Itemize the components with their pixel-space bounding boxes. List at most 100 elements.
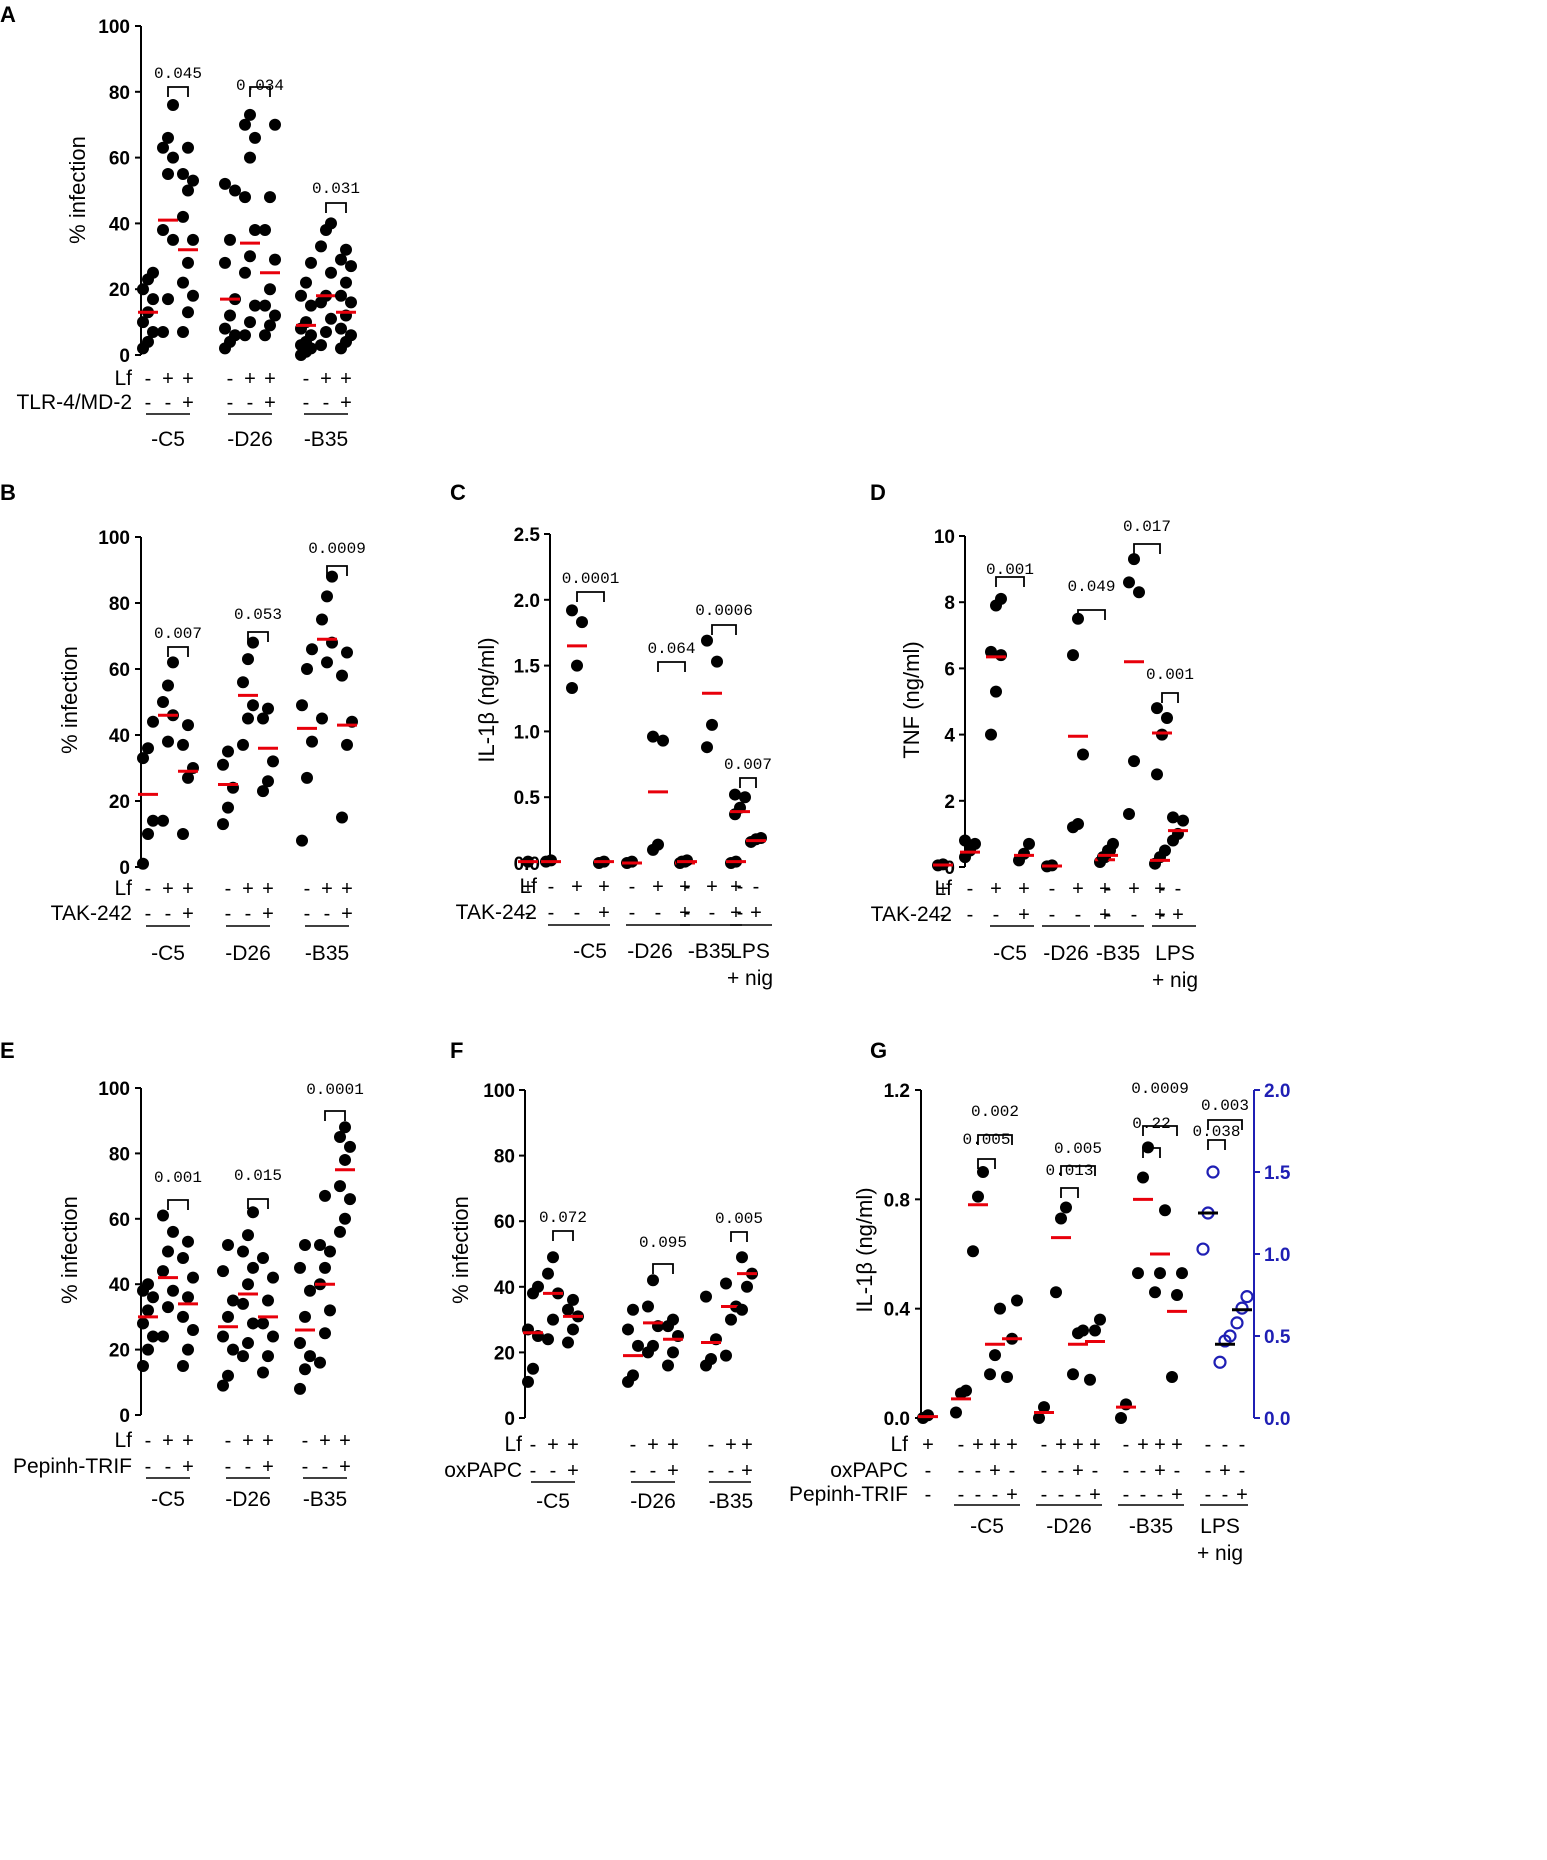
panel-d-lead-sign-1: - bbox=[940, 904, 947, 926]
panel-c-g2-sign-1-0: - bbox=[684, 902, 691, 924]
panel-b-g1-c1-point-1 bbox=[242, 712, 254, 725]
panel-f-g1-c0-point-1 bbox=[627, 1369, 639, 1382]
panel-g-g2-sign-1-3: - bbox=[1174, 1460, 1181, 1482]
panel-b-g1-c0-point-4 bbox=[222, 745, 234, 758]
panel-g-extra-sign-1-1: + bbox=[1219, 1460, 1231, 1482]
panel-e-g0-sign-1-1: - bbox=[165, 1456, 172, 1478]
panel-a-bracket-0 bbox=[167, 86, 189, 97]
panel-b-y-tick-label-3: 60 bbox=[109, 660, 130, 681]
panel-g-g0-c2-point-0 bbox=[984, 1368, 996, 1381]
panel-e-g2-c1-point-5 bbox=[324, 1245, 336, 1258]
panel-a-g1-c0-point-4 bbox=[224, 309, 236, 322]
panel-g-g0-sign-0-1: + bbox=[972, 1434, 984, 1456]
panel-f-g0-label: -C5 bbox=[536, 1490, 570, 1513]
panel-a-y-tick-label-1: 20 bbox=[109, 280, 130, 301]
panel-b-g0-c1-point-4 bbox=[162, 679, 174, 692]
panel-d-bracket-1 bbox=[1077, 609, 1106, 620]
panel-a-g2-c1-point-0 bbox=[315, 339, 327, 352]
panel-a-g1-c1-point-3 bbox=[239, 266, 251, 279]
panel-e-g1-c1-point-0 bbox=[237, 1350, 249, 1363]
panel-e-y-tick-label-4: 80 bbox=[109, 1144, 130, 1165]
panel-c-extra-label2: + nig bbox=[727, 967, 773, 990]
panel-g-g1-label: -D26 bbox=[1046, 1515, 1092, 1538]
panel-g-extra-sign-1-0: - bbox=[1205, 1460, 1212, 1482]
panel-g-letter: G bbox=[870, 1038, 887, 1063]
panel-d-g0-c1-point-5 bbox=[995, 592, 1007, 605]
panel-d-row-label-0: Lf bbox=[934, 877, 952, 900]
panel-a-g0-c0-point-2 bbox=[147, 325, 159, 338]
panel-f-bracket-2 bbox=[730, 1231, 748, 1242]
panel-d-g1-c1-point-1 bbox=[1072, 817, 1084, 830]
panel-e-g1-label: -D26 bbox=[225, 1488, 271, 1511]
panel-f-g2-sign-0-1: + bbox=[725, 1434, 737, 1456]
panel-c-y-tick-label-3: 1.5 bbox=[514, 657, 541, 678]
panel-d-g2-c1-point-3 bbox=[1123, 576, 1135, 589]
panel-b-y-tick-label-5: 100 bbox=[98, 528, 130, 549]
panel-b-g0-c2-point-0 bbox=[177, 828, 189, 840]
panel-e-letter: E bbox=[0, 1038, 15, 1063]
panel-b-g2-c0-point-3 bbox=[296, 699, 308, 712]
panel-a-g2-c0-point-10 bbox=[300, 276, 312, 289]
panel-d-pvalue-0: 0.001 bbox=[986, 561, 1034, 579]
panel-g-bracket-3-1 bbox=[1207, 1119, 1243, 1130]
panel-a-g0-c2-point-10 bbox=[182, 141, 194, 154]
panel-a-g0-c2-point-4 bbox=[182, 256, 194, 269]
panel-f-g0-sign-1-0: - bbox=[530, 1460, 537, 1482]
panel-a-g0-sign-1-0: - bbox=[145, 392, 152, 414]
panel-g-g2-sign-0-3: + bbox=[1171, 1434, 1183, 1456]
panel-e-bracket-1 bbox=[247, 1198, 269, 1209]
panel-e-y-tick-label-2: 40 bbox=[109, 1275, 130, 1296]
panel-d-g0-c1-point-1 bbox=[990, 685, 1002, 698]
panel-g-g0-c0-point-0 bbox=[950, 1406, 962, 1419]
panel-e-g0-label: -C5 bbox=[151, 1488, 185, 1511]
panel-g-y-tick-label-2: 0.8 bbox=[884, 1190, 910, 1211]
panel-a-g2-c1-point-5 bbox=[325, 266, 337, 279]
panel-e-y-axis-title: % infection bbox=[57, 1196, 82, 1304]
panel-e-g1-c0-point-4 bbox=[222, 1310, 234, 1323]
panel-a-g2-c2-point-3 bbox=[335, 322, 347, 335]
panel-g-right-tick-label-1: 0.5 bbox=[1264, 1327, 1291, 1348]
panel-g-row-label-2: Pepinh-TRIF bbox=[789, 1483, 908, 1506]
panel-b-g1-c1-point-2 bbox=[247, 699, 259, 712]
panel-g-g2-c0-point-0 bbox=[1115, 1412, 1127, 1424]
panel-g-right-tick-label-2: 1.0 bbox=[1264, 1245, 1290, 1266]
panel-b-g0-c2-point-1 bbox=[182, 771, 194, 784]
panel-g-g2-sign-0-1: + bbox=[1137, 1434, 1149, 1456]
panel-b-g1-c0-point-3 bbox=[217, 758, 229, 771]
panel-e-g2-sign-1-0: - bbox=[302, 1456, 309, 1478]
panel-e-row-label-1: Pepinh-TRIF bbox=[13, 1455, 132, 1478]
panel-d-y-tick-label-3: 6 bbox=[944, 659, 955, 680]
panel-g-g0-sign-1-3: - bbox=[1009, 1460, 1016, 1482]
panel-c-g2-c1-point-3 bbox=[701, 634, 713, 647]
panel-c-g1-sign-0-2: + bbox=[679, 876, 691, 898]
panel-g-y-tick-label-1: 0.4 bbox=[884, 1300, 911, 1321]
panel-a-g1-c0-point-9 bbox=[219, 177, 231, 190]
panel-a-g0-c1-point-1 bbox=[162, 293, 174, 306]
panel-a-pvalue-2: 0.031 bbox=[312, 180, 360, 198]
panel-b-g2-c0-point-1 bbox=[301, 771, 313, 784]
panel-g-g0-c0-point-2 bbox=[960, 1384, 972, 1397]
panel-g-g2-label: -B35 bbox=[1129, 1515, 1173, 1538]
panel-d-g1-c1-point-3 bbox=[1067, 649, 1079, 662]
panel-a-y-tick-label-2: 40 bbox=[109, 214, 130, 235]
panel-c-g1-sign-1-0: - bbox=[629, 902, 636, 924]
panel-a-g1-c2-point-2 bbox=[269, 309, 281, 322]
panel-f-pvalue-2: 0.005 bbox=[715, 1210, 763, 1228]
panel-g-extra-sign-2-0: - bbox=[1205, 1484, 1212, 1506]
panel-e-g1-c1-point-3 bbox=[237, 1297, 249, 1310]
panel-d-y-tick-label-0: 0 bbox=[944, 858, 955, 879]
panel-e-g0-sign-0-1: + bbox=[162, 1430, 174, 1452]
panel-g-extra-c0-point-0 bbox=[1196, 1242, 1210, 1256]
panel-a-g1-c2-point-1 bbox=[264, 319, 276, 332]
panel-g-pvalue-3-1: 0.003 bbox=[1201, 1097, 1249, 1115]
panel-c-y-tick-label-2: 1.0 bbox=[514, 722, 540, 743]
panel-a-g0-c2-point-8 bbox=[187, 174, 199, 187]
panel-d-g0-sign-0-2: + bbox=[1018, 878, 1030, 900]
panel-e-g1-c1-point-8 bbox=[247, 1206, 259, 1219]
panel-e-g0-c0-point-7 bbox=[142, 1278, 154, 1291]
panel-e-g2-sign-0-1: + bbox=[319, 1430, 331, 1452]
panel-e-g0-c0-point-5 bbox=[147, 1291, 159, 1304]
panel-a-g1-c2-point-3 bbox=[259, 299, 271, 312]
panel-b-bracket-2 bbox=[326, 565, 348, 576]
panel-g-extra-label2: + nig bbox=[1197, 1542, 1243, 1565]
